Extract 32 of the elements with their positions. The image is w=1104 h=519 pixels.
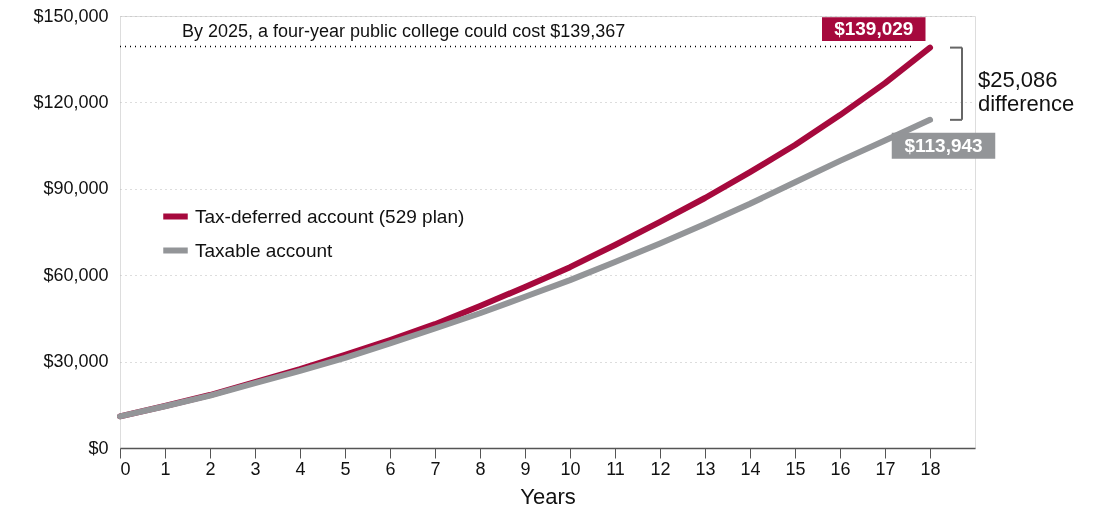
x-tick-label: 1 (160, 458, 171, 479)
legend-label: Tax-deferred account (529 plan) (195, 205, 465, 227)
x-tick-label: 14 (740, 458, 761, 479)
x-tick-label: 6 (385, 458, 396, 479)
x-tick-label: 17 (875, 458, 896, 479)
y-tick-label: $60,000 (43, 264, 109, 285)
x-tick-label: 3 (250, 458, 261, 479)
y-tick-label: $120,000 (33, 91, 109, 112)
x-tick-label: 12 (650, 458, 671, 479)
legend-label: Taxable account (195, 239, 334, 261)
y-tick-label: $30,000 (43, 351, 109, 372)
x-tick-label: 0 (120, 458, 131, 479)
data-label: $139,029 (834, 18, 914, 40)
x-tick-label: 8 (475, 458, 486, 479)
ref-line-label: By 2025, a four-year public college could cost $139,367 (182, 20, 626, 41)
y-tick-label: $150,000 (33, 5, 109, 26)
x-tick-label: 10 (560, 458, 581, 479)
x-tick-label: 2 (205, 458, 216, 479)
x-tick-label: 13 (695, 458, 716, 479)
y-tick-label: $90,000 (43, 178, 109, 199)
text: $25,086 difference (978, 67, 1075, 116)
y-tick-label: $0 (88, 437, 109, 458)
x-tick-label: 15 (785, 458, 806, 479)
x-tick-label: 7 (430, 458, 441, 479)
x-tick-label: 11 (606, 458, 625, 479)
x-tick-label: 16 (830, 458, 851, 479)
x-tick-label: 9 (520, 458, 531, 479)
x-tick-label: 5 (340, 458, 351, 479)
x-tick-label: 18 (920, 458, 941, 479)
x-axis-title: Years (520, 483, 576, 509)
data-label: $113,943 (904, 134, 983, 156)
x-tick-label: 4 (295, 458, 306, 479)
